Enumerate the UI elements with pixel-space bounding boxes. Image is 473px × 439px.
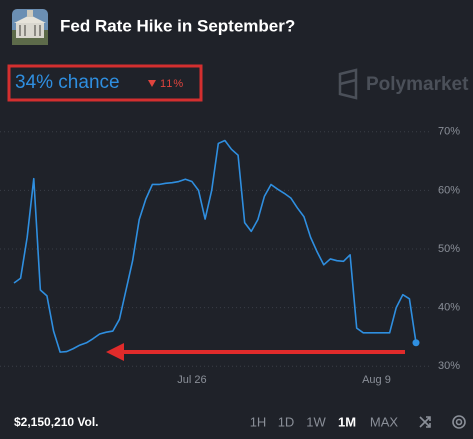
range-button[interactable]: 1H [250, 414, 267, 429]
last-point [412, 339, 420, 347]
share-icon[interactable] [419, 416, 431, 428]
x-tick-label: Aug 9 [362, 374, 391, 386]
highlight-box [7, 64, 203, 102]
y-tick-label: 40% [438, 301, 460, 313]
range-buttons: 1H 1D 1W 1M MAX [250, 414, 399, 429]
range-button[interactable]: 1M [338, 414, 356, 429]
y-tick-label: 70% [438, 126, 460, 138]
chance: 34% chance [15, 72, 120, 93]
price-line [13, 139, 417, 353]
down-icon [148, 80, 156, 87]
range-button[interactable]: 1D [278, 414, 295, 429]
range-button[interactable]: 1W [306, 414, 326, 429]
title: Fed Rate Hike in September? [60, 16, 295, 35]
brand: Polymarket [366, 74, 469, 95]
annotation-arrow [106, 343, 405, 361]
change: 11% [160, 78, 184, 90]
brand-logo [338, 68, 358, 100]
range-button[interactable]: MAX [370, 414, 399, 429]
y-tick-label: 30% [438, 360, 460, 372]
plot: 30% 40% 50% 60% 70% Jul 26 Aug 9 [0, 126, 460, 386]
y-tick-label: 60% [438, 184, 460, 196]
volume: $2,150,210 Vol. [14, 415, 99, 429]
y-tick-label: 50% [438, 243, 460, 255]
market-icon [12, 9, 48, 45]
x-tick-label: Jul 26 [177, 374, 206, 386]
settings-icon[interactable] [452, 415, 466, 429]
